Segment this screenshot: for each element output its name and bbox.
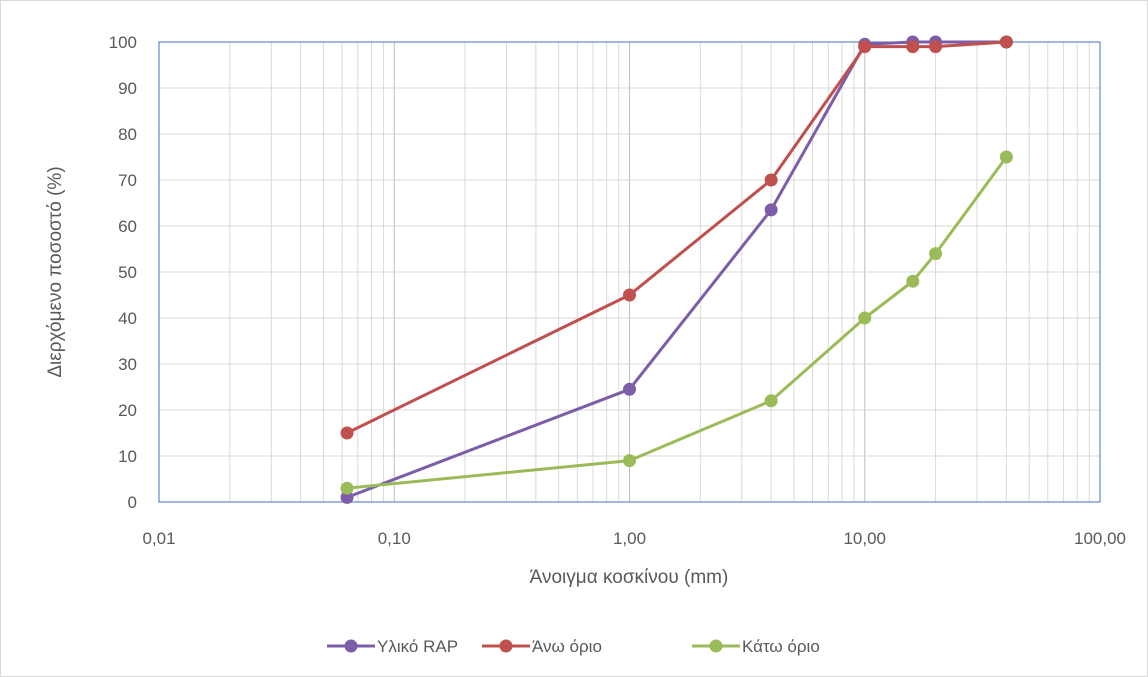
data-point bbox=[764, 203, 778, 217]
y-tick-label: 60 bbox=[118, 217, 137, 236]
x-tick-label: 1,00 bbox=[613, 529, 646, 548]
y-tick-label: 30 bbox=[118, 355, 137, 374]
tick-labels: 0 10 20 30 40 50 60 70 80 90 100 0,01 0,10 1,00 10,00 1… bbox=[109, 33, 1126, 548]
legend: Υλικό RAP Άνω όριο Κάτω όριο bbox=[327, 637, 820, 656]
x-tick-label: 10,00 bbox=[843, 529, 886, 548]
data-point bbox=[340, 490, 354, 504]
x-axis-title: Άνοιγμα κοσκίνου (mm) bbox=[530, 567, 729, 588]
data-point bbox=[340, 426, 354, 440]
data-point bbox=[858, 311, 872, 325]
legend-marker bbox=[709, 639, 723, 653]
y-tick-label: 90 bbox=[118, 79, 137, 98]
data-point bbox=[929, 40, 943, 54]
data-point bbox=[623, 382, 636, 396]
data-point bbox=[929, 247, 943, 261]
data-point bbox=[623, 454, 636, 468]
legend-item: Υλικό RAP bbox=[327, 637, 458, 656]
y-tick-label: 20 bbox=[118, 401, 137, 420]
x-tick-label: 0,01 bbox=[142, 529, 175, 548]
data-point bbox=[764, 173, 778, 187]
y-tick-label: 80 bbox=[118, 125, 137, 144]
series-line bbox=[345, 155, 1008, 490]
legend-label: Άνω όριο bbox=[532, 637, 602, 656]
y-tick-label: 50 bbox=[118, 263, 137, 282]
data-point bbox=[623, 288, 636, 302]
series-2 bbox=[340, 150, 1013, 495]
y-tick-label: 70 bbox=[118, 171, 137, 190]
y-tick-label: 0 bbox=[128, 493, 137, 512]
series-line bbox=[345, 40, 1008, 435]
x-tick-label: 0,10 bbox=[378, 529, 411, 548]
y-axis-title: Διερχόμενο ποσοστό (%) bbox=[45, 166, 66, 377]
series-1 bbox=[340, 35, 1013, 440]
legend-label: Υλικό RAP bbox=[377, 637, 458, 656]
legend-item: Κάτω όριο bbox=[692, 637, 820, 656]
data-point bbox=[858, 40, 872, 54]
data-point bbox=[340, 481, 354, 495]
data-point bbox=[906, 40, 920, 54]
legend-item: Άνω όριο bbox=[482, 637, 602, 656]
y-tick-label: 10 bbox=[118, 447, 137, 466]
plot-border bbox=[158, 41, 1101, 503]
legend-label: Κάτω όριο bbox=[742, 637, 820, 656]
legend-marker bbox=[499, 639, 513, 653]
y-tick-label: 40 bbox=[118, 309, 137, 328]
data-point bbox=[906, 274, 920, 288]
series-0 bbox=[340, 35, 1013, 504]
series-group bbox=[340, 35, 1013, 504]
x-tick-label: 100,00 bbox=[1074, 529, 1126, 548]
series-line bbox=[345, 40, 1008, 499]
data-point bbox=[764, 394, 778, 408]
y-tick-label: 100 bbox=[109, 33, 137, 52]
legend-marker bbox=[344, 639, 358, 653]
gridlines bbox=[159, 42, 1100, 502]
data-point bbox=[999, 150, 1013, 164]
data-point bbox=[999, 35, 1013, 49]
